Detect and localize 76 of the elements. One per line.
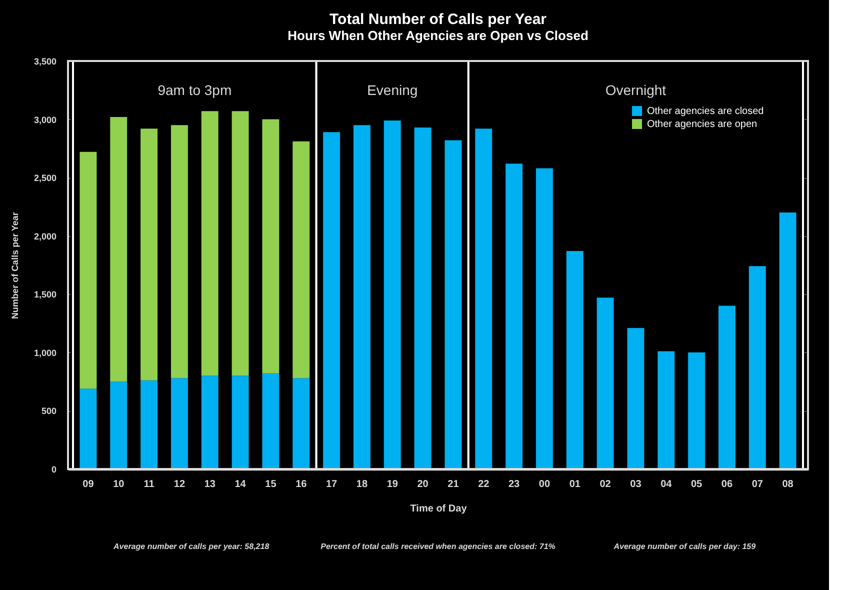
text: Percent of total calls received when agencies are closed: 71%: [320, 542, 556, 551]
bar: [384, 120, 401, 469]
bar: [110, 382, 128, 469]
band-label: 9am to 3pm: [158, 82, 232, 98]
bar: [353, 125, 370, 469]
x-tick-label: 06: [721, 479, 733, 490]
x-tick-label: 17: [326, 479, 338, 490]
x-tick-label: 11: [144, 479, 155, 490]
x-tick-label: 13: [204, 479, 216, 490]
bar: [779, 212, 796, 469]
x-tick-label: 07: [752, 479, 764, 490]
y-axis-title: Number of Calls per Year: [10, 212, 20, 319]
x-tick-label: 20: [417, 479, 429, 490]
y-tick-label: 3,000: [34, 114, 56, 125]
x-tick-label: 03: [630, 479, 642, 490]
y-tick-label: 1,000: [34, 348, 56, 358]
x-tick-label: 12: [174, 479, 186, 490]
bar: [323, 132, 340, 469]
bar: [688, 352, 706, 469]
x-tick-label: 21: [448, 479, 460, 490]
bar: [748, 266, 766, 469]
bar: [536, 168, 553, 469]
x-tick-label: 15: [265, 479, 277, 490]
x-axis-title: Time of Day: [410, 504, 468, 514]
legend-label: Other agencies are open: [647, 119, 758, 130]
x-tick-label: 08: [782, 479, 794, 490]
bar: [475, 128, 492, 469]
y-tick-label: 0: [51, 464, 56, 474]
band-label: Overnight: [605, 82, 666, 98]
y-tick-label: 3,500: [34, 56, 56, 66]
bar: [627, 328, 644, 469]
x-tick-label: 14: [234, 479, 246, 490]
band-label: Evening: [367, 82, 418, 98]
x-tick-label: 18: [356, 479, 368, 490]
x-tick-label: 10: [113, 479, 125, 490]
chart-subtitle: Hours When Other Agencies are Open vs Closed: [288, 28, 588, 43]
text: Average number of calls per year: 58,218: [112, 542, 270, 551]
x-tick-label: 02: [600, 479, 612, 490]
bar: [110, 116, 128, 382]
bar: [232, 376, 249, 469]
bar: [140, 380, 158, 469]
x-tick-label: 16: [296, 479, 308, 490]
bar: [232, 111, 249, 376]
bar: [414, 127, 432, 469]
x-tick-label: 05: [690, 479, 703, 490]
x-tick-label: 00: [538, 479, 550, 490]
bar: [506, 164, 523, 469]
bar: [80, 152, 97, 389]
y-tick-label: 500: [41, 406, 56, 416]
bar: [444, 140, 462, 469]
bar: [170, 378, 188, 469]
y-tick-label: 2,000: [34, 231, 56, 242]
bar: [201, 376, 218, 469]
bar: [170, 125, 188, 378]
bar: [140, 128, 158, 380]
y-tick-label: 1,500: [34, 290, 56, 300]
bar: [658, 351, 675, 469]
x-tick-label: 19: [386, 479, 398, 490]
bar: [596, 298, 614, 469]
y-tick-label: 2,500: [34, 173, 56, 184]
legend-label: Other agencies are closed: [647, 106, 764, 117]
x-tick-label: 23: [508, 479, 520, 490]
x-tick-label: 09: [82, 479, 94, 490]
bar: [262, 119, 280, 374]
bar: [718, 306, 736, 469]
x-tick-label: 01: [569, 479, 581, 490]
x-tick-label: 04: [660, 479, 672, 490]
bar: [262, 373, 280, 469]
bar: [80, 388, 97, 469]
chart-title: Total Number of Calls per Year: [329, 11, 547, 28]
x-tick-label: 22: [478, 479, 490, 490]
bar: [292, 141, 310, 378]
bar: [292, 378, 310, 469]
bar: [201, 111, 218, 376]
text: Average number of calls per day: 159: [612, 542, 756, 551]
bar: [566, 251, 584, 469]
